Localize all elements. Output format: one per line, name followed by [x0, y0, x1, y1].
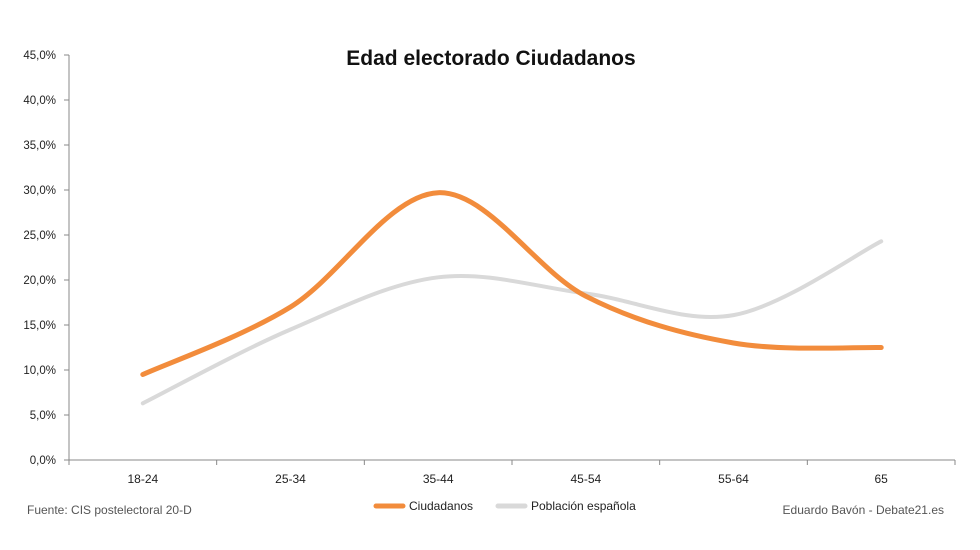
source-note: Fuente: CIS postelectoral 20-D [27, 503, 192, 517]
legend-label-ciudadanos: Ciudadanos [409, 499, 473, 513]
chart-title: Edad electorado Ciudadanos [346, 47, 635, 70]
y-tick-label: 40,0% [23, 95, 56, 107]
y-tick-label: 10,0% [23, 365, 56, 377]
y-tick-label: 45,0% [23, 50, 56, 62]
x-tick-label: 55-64 [718, 472, 749, 486]
credit-note: Eduardo Bavón - Debate21.es [783, 503, 944, 517]
x-tick-label: 35-44 [423, 472, 454, 486]
x-tick-label: 65 [874, 472, 888, 486]
x-tick-label: 18-24 [127, 472, 158, 486]
y-axis: 0,0% 5,0% 10,0% 15,0% 20,0% 25,0% 30,0% 35,0% 40… [23, 50, 70, 467]
series-line-poblacion-espanola [140, 239, 884, 406]
y-tick-label: 25,0% [23, 230, 56, 242]
y-tick-label: 0,0% [30, 455, 56, 467]
series-lines [140, 190, 884, 406]
y-tick-label: 15,0% [23, 320, 56, 332]
legend-label-poblacion-espanola: Población española [531, 499, 636, 513]
y-tick-label: 30,0% [23, 185, 56, 197]
legend: Ciudadanos Población española [373, 499, 636, 513]
x-tick-label: 25-34 [275, 472, 306, 486]
x-axis: 18-24 25-34 35-44 45-54 55-64 65 [68, 459, 956, 486]
series-line-ciudadanos [140, 190, 884, 377]
x-tick-label: 45-54 [570, 472, 601, 486]
y-tick-label: 35,0% [23, 140, 56, 152]
y-tick-label: 20,0% [23, 275, 56, 287]
y-tick-label: 5,0% [30, 410, 56, 422]
